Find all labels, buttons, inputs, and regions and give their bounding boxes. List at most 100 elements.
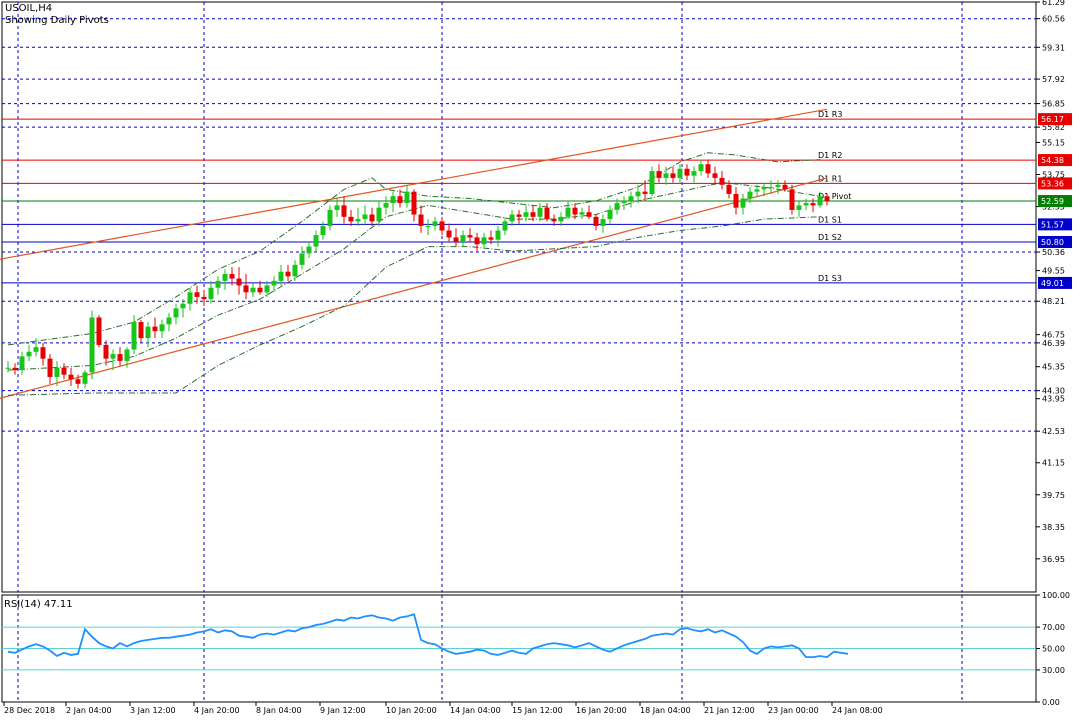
time-axis-label: 28 Dec 2018 [4,706,55,715]
candle-body [726,184,732,194]
trend-channel-line [0,177,828,399]
rsi-axis-label: 50.00 [1042,645,1065,654]
pivot-price-badge [1038,235,1072,248]
pivot-price-badge-label: 51.57 [1041,220,1064,229]
candle-body [47,358,53,377]
price-axis-label: 46.75 [1042,331,1065,340]
candle-body [565,207,571,217]
candle-body [271,280,277,286]
price-panel-frame [1,1,1037,593]
candle-body [82,372,88,384]
candle-body [551,219,557,222]
candle-body [208,287,214,300]
pivot-price-badge-label: 56.17 [1041,115,1064,124]
time-axis-label: 8 Jan 04:00 [256,706,302,715]
candle-body [796,205,802,210]
candle-body [285,271,291,277]
price-axis-label: 43.95 [1042,395,1065,404]
candle-body [502,221,508,231]
candle-body [642,191,648,194]
candle-body [173,308,179,318]
candle-body [761,187,767,190]
candle-body [677,168,683,178]
bollinger-lower-band [7,216,821,396]
candle-body [397,196,403,204]
candle-body [292,264,298,277]
candle-body [824,196,830,201]
pivot-level-label: D1 S3 [818,274,842,283]
candle-body [719,177,725,185]
candle-body [243,285,249,293]
candle-body [229,274,235,279]
candle-body [817,196,823,206]
price-axis-label: 44.30 [1042,387,1065,396]
candle-body [313,235,319,247]
candle-body [495,230,501,240]
candle-body [768,187,774,189]
candle-body [166,317,172,325]
candle-body [418,214,424,226]
candle-body [537,207,543,217]
pivot-price-badge-label: 49.01 [1041,279,1064,288]
candle-body [670,173,676,178]
pivot-price-badge-label: 53.36 [1041,179,1064,188]
candle-body [68,374,74,380]
candle-body [740,198,746,208]
candle-body [425,225,431,227]
price-axis-label: 61.29 [1042,0,1065,7]
candle-body [152,326,158,332]
price-axis-label: 42.53 [1042,427,1065,436]
candle-body [663,173,669,178]
candle-body [355,219,361,222]
candle-body [614,203,620,210]
candle-body [453,237,459,242]
candle-body [180,303,186,309]
candle-body [621,200,627,204]
price-axis-label: 56.85 [1042,100,1065,109]
rsi-line [7,613,849,659]
candle-body [747,191,753,199]
candle-body [474,237,480,245]
candle-body [803,203,809,206]
candle-body [572,207,578,215]
candle-body [12,367,18,371]
price-axis-label: 39.75 [1042,491,1065,500]
price-axis-label: 55.82 [1042,123,1065,132]
candle-body [222,274,228,281]
time-axis-label: 15 Jan 12:00 [512,706,563,715]
candle-body [544,207,550,220]
trend-channel-line [0,108,828,260]
pivot-price-badge [1038,276,1072,289]
candle-body [362,214,368,220]
candle-body [754,189,760,192]
price-axis-label: 55.15 [1042,138,1065,147]
candle-body [201,296,207,300]
price-axis-label: 50.36 [1042,248,1065,257]
pivot-level-label: D1 R3 [818,110,842,119]
pivot-price-badge-label: 52.59 [1041,197,1064,206]
time-axis-label: 16 Jan 20:00 [576,706,627,715]
price-axis-label: 46.39 [1042,339,1065,348]
rsi-axis-label: 100.00 [1042,591,1070,600]
pivot-price-badge-label: 54.38 [1041,156,1064,165]
candle-body [509,214,515,222]
candle-body [110,354,116,359]
candle-body [383,203,389,208]
rsi-panel-label: RSI(14) 47.11 [4,599,73,610]
candle-body [334,205,340,210]
chart-symbol-label: USOIL,H4 [5,3,53,14]
pivot-price-badge-label: 50.80 [1041,238,1064,247]
candle-body [698,164,704,172]
candle-body [635,191,641,197]
rsi-axis-label: 0.00 [1042,698,1060,707]
chart-subtitle-label: Showing Daily Pivots [5,15,109,26]
candle-body [390,196,396,204]
candle-body [194,292,200,297]
candle-body [775,184,781,188]
price-axis-label: 48.21 [1042,297,1065,306]
time-axis-label: 23 Jan 00:00 [768,706,819,715]
pivot-level-label: D1 S1 [818,215,842,224]
time-axis-label: 10 Jan 20:00 [386,706,437,715]
candle-body [40,347,46,359]
time-axis-label: 2 Jan 04:00 [66,706,112,715]
